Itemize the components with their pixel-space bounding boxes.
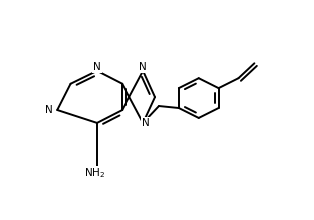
Text: N: N	[93, 62, 101, 72]
Text: N: N	[139, 62, 147, 72]
Text: NH$_2$: NH$_2$	[84, 167, 106, 180]
Text: N: N	[142, 118, 149, 128]
Text: N: N	[45, 105, 52, 115]
